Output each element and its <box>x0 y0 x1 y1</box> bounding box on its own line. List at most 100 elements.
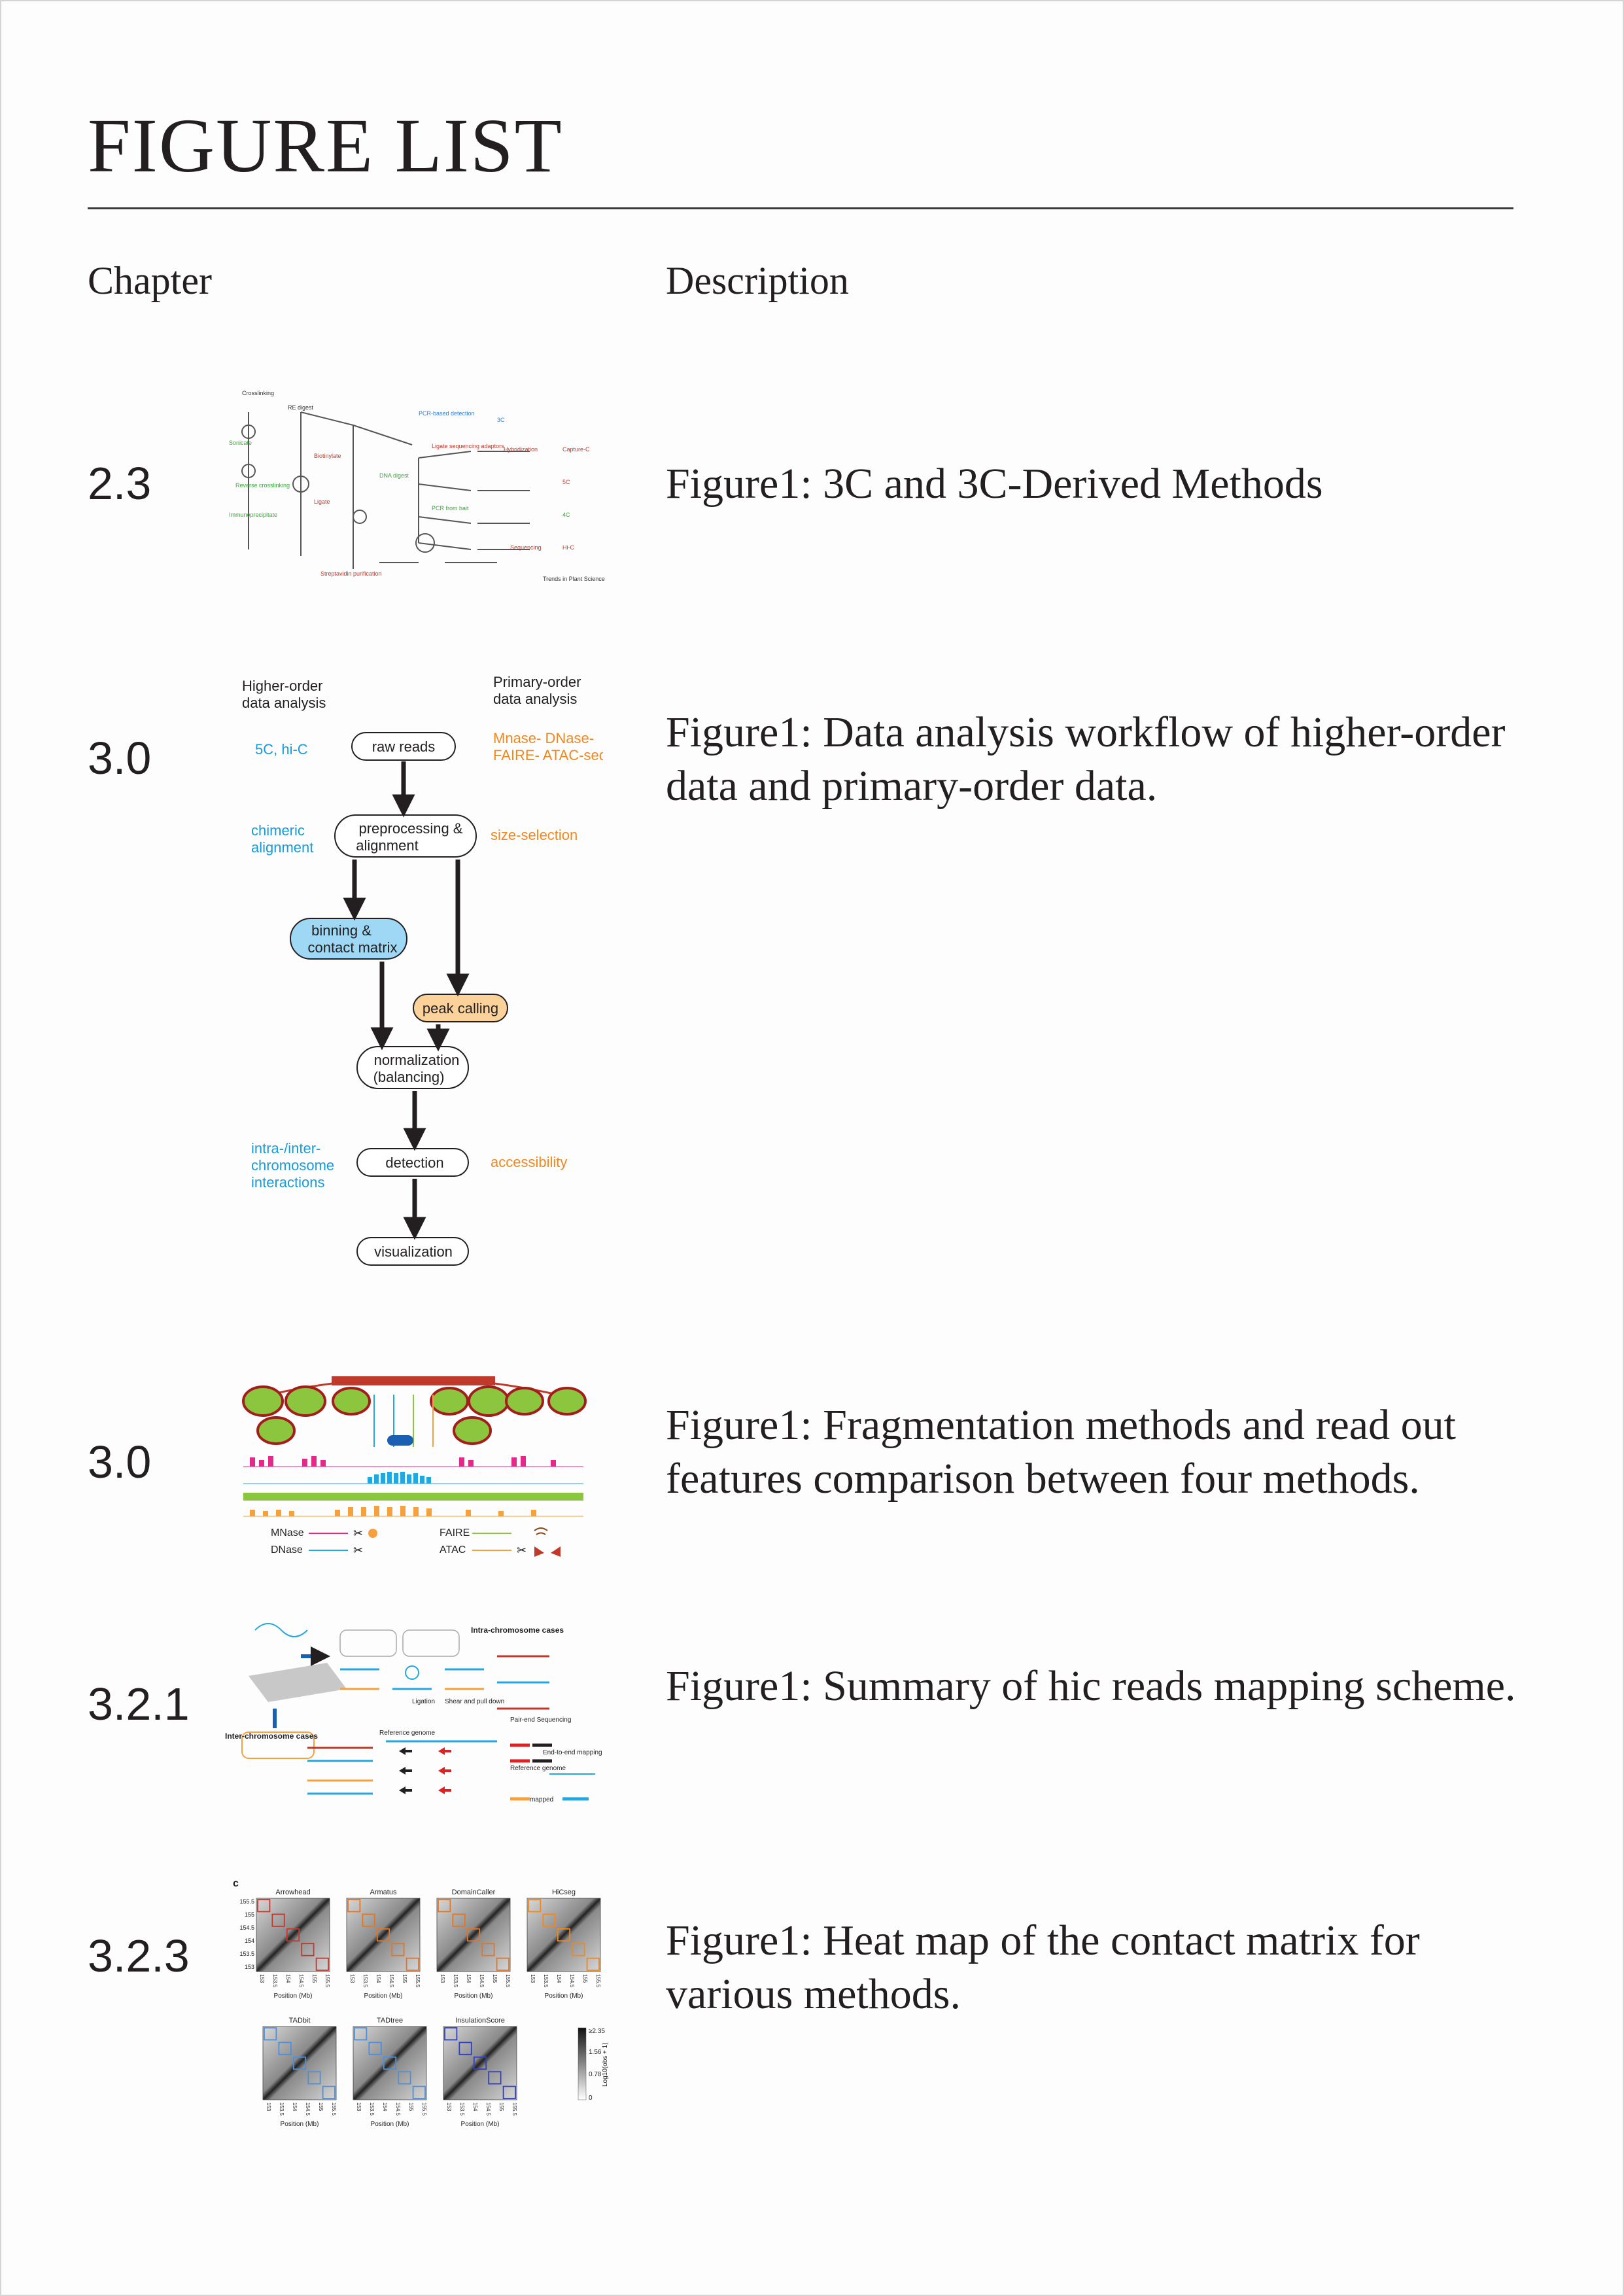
row-3-chapter: 3.0 <box>88 1436 152 1487</box>
x-tick-label: 154.5 <box>395 2102 401 2116</box>
domain-box <box>368 2042 382 2055</box>
panel-title: DomainCaller <box>452 1888 496 1896</box>
panel-title: Armatus <box>370 1888 397 1896</box>
x-tick-label: 154.5 <box>485 2102 491 2116</box>
heatmap-panel <box>436 1898 511 1972</box>
label-ligation: Ligation <box>412 1698 435 1705</box>
svg-text:Crosslinking: Crosslinking <box>242 390 274 396</box>
x-tick-label: 154 <box>466 1974 472 1983</box>
note-accessibility: accessibility <box>491 1154 567 1170</box>
x-tick-label: 154 <box>382 2102 388 2112</box>
node-normalization-line1: normalization <box>374 1052 460 1068</box>
x-tick-label: 154 <box>292 2102 298 2112</box>
figure-3c-methods-thumbnail: Crosslinking RE digest Sonicate Reverse cr… <box>222 386 608 589</box>
sonication-icon <box>534 1527 548 1535</box>
panel-title: TADbit <box>289 2017 311 2025</box>
x-axis-label: Position (Mb) <box>371 2121 409 2128</box>
node-detection: detection <box>385 1155 443 1171</box>
x-tick-label: 153 <box>356 2102 362 2112</box>
domain-box <box>391 1943 405 1957</box>
domain-box <box>496 1957 510 1971</box>
heatmap-panel <box>256 1898 330 1972</box>
note-intra-inter: intra-/inter- <box>251 1140 320 1157</box>
svg-text:Streptavidin purification: Streptavidin purification <box>320 570 382 577</box>
panel-title: HiCseg <box>552 1888 576 1896</box>
track-atac <box>250 1506 536 1516</box>
domain-box <box>354 2027 368 2041</box>
track-faire <box>243 1493 583 1501</box>
svg-text:Hybridization: Hybridization <box>504 446 538 453</box>
domain-box <box>383 2056 397 2070</box>
x-tick-label: 153.5 <box>543 1974 549 1988</box>
x-tick-label: 153 <box>349 1974 355 1983</box>
panel-title: TADtree <box>377 2017 403 2025</box>
3c-methods-diagram: Crosslinking RE digest Sonicate Reverse cr… <box>229 390 605 582</box>
svg-text:Sequencing: Sequencing <box>510 544 542 551</box>
domain-box <box>572 1943 585 1957</box>
note-5c-hic: 5C, hi-C <box>255 741 308 757</box>
label-inter-chromosome: Inter-chromosome cases <box>225 1731 318 1741</box>
page-title: FIGURE LIST <box>88 103 563 188</box>
heatmap-panel <box>527 1898 601 1972</box>
label-intra-chromosome: Intra-chromosome cases <box>471 1626 564 1635</box>
heatmap-panels: c Arrowhead 153 153.5 154 154.5 155 155.5 Posit… <box>233 1878 609 2128</box>
heatmap-panel <box>443 2026 517 2100</box>
enzyme-icon <box>368 1529 377 1538</box>
y-tick-label: 154.5 <box>239 1924 254 1931</box>
note-interactions: interactions <box>251 1174 325 1191</box>
domain-box <box>315 1957 329 1971</box>
x-tick-label: 155.5 <box>505 1974 511 1988</box>
node-raw-reads: raw reads <box>372 739 436 755</box>
x-tick-label: 155 <box>311 1974 317 1983</box>
note-size-selection: size-selection <box>491 827 578 843</box>
y-tick-label: 154 <box>245 1938 254 1944</box>
x-tick-label: 153.5 <box>453 1974 458 1988</box>
domain-box <box>264 2027 277 2041</box>
svg-text:RE digest: RE digest <box>288 404 314 411</box>
domain-box <box>481 1943 495 1957</box>
x-tick-label: 155.5 <box>324 1974 330 1988</box>
row-1-chapter: 2.3 <box>88 458 152 509</box>
label-reference-genome: Reference genome <box>379 1730 435 1737</box>
colorbar <box>578 2027 587 2100</box>
domain-box <box>528 1899 542 1913</box>
transposase-icon <box>534 1546 561 1557</box>
y-tick-label: 155.5 <box>239 1898 254 1905</box>
svg-text:DNA digest: DNA digest <box>379 472 409 479</box>
colorbar-tick: 0.78 <box>589 2071 602 2078</box>
x-tick-label: 153.5 <box>272 1974 278 1988</box>
node-binning-line2: contact matrix <box>308 939 398 956</box>
domain-box <box>257 1899 271 1913</box>
figure-credit: Trends in Plant Science <box>543 576 605 582</box>
label-end-to-end-mapping: End-to-end mapping <box>543 1749 602 1756</box>
note-alignment: alignment <box>251 839 313 856</box>
mapping-scheme-diagram: Intra-chromosome cases Inter-chromosome … <box>225 1623 602 1803</box>
svg-text:4C: 4C <box>562 512 570 518</box>
x-tick-label: 153 <box>440 1974 445 1983</box>
svg-text:Biotinylate: Biotinylate <box>314 453 341 459</box>
x-tick-label: 155.5 <box>595 1974 601 1988</box>
svg-text:PCR-based detection: PCR-based detection <box>419 410 475 417</box>
x-tick-label: 154.5 <box>479 1974 485 1988</box>
scissors-icon: ✂ <box>517 1544 527 1557</box>
row-3-description: Figure1: Fragmentation methods and read … <box>666 1401 1456 1503</box>
node-normalization-line2: (balancing) <box>373 1069 445 1085</box>
x-tick-label: 155 <box>318 2102 324 2112</box>
figure-hic-mapping-scheme: Intra-chromosome cases Inter-chromosome … <box>222 1617 608 1813</box>
left-heading-line2: data analysis <box>242 695 326 711</box>
panel-letter: c <box>233 1878 239 1889</box>
track-dnase <box>368 1472 431 1484</box>
svg-text:Reverse crosslinking: Reverse crosslinking <box>235 482 290 489</box>
panel-title: Arrowhead <box>275 1888 310 1896</box>
x-tick-label: 155 <box>582 1974 588 1983</box>
colorbar-label: Log10(obs + 1) <box>602 2042 609 2087</box>
x-axis-label: Position (Mb) <box>461 2121 500 2128</box>
domain-box <box>301 1943 315 1957</box>
legend-faire: FAIRE <box>440 1527 470 1539</box>
domain-box <box>438 1899 451 1913</box>
x-tick-label: 155.5 <box>511 2102 517 2116</box>
row-2-chapter: 3.0 <box>88 733 152 784</box>
right-heading-line2: data analysis <box>493 691 577 707</box>
domain-box <box>307 2071 321 2085</box>
y-tick-label: 153.5 <box>239 1951 254 1957</box>
